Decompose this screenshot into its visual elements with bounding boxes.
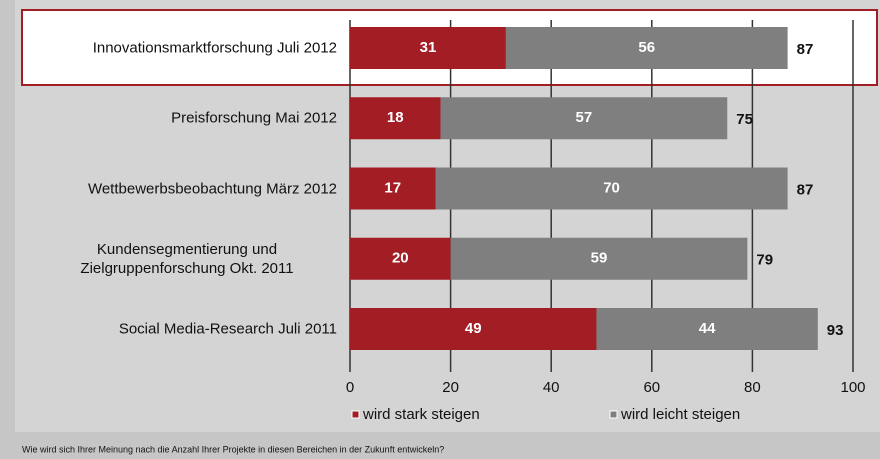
bar-segment <box>596 308 818 350</box>
bar-segment <box>350 237 451 280</box>
value-label: 44 <box>699 320 716 337</box>
value-label: 31 <box>420 39 437 56</box>
category-label: Innovationsmarktforschung Juli 2012 <box>92 39 337 57</box>
bar-segment <box>350 308 597 350</box>
x-tick-label: 0 <box>346 379 354 396</box>
bar-segment <box>450 237 748 280</box>
legend-label: wird leicht steigen <box>620 406 740 423</box>
legend-swatch <box>351 410 360 419</box>
x-tick-label: 20 <box>442 379 459 396</box>
legend-swatch <box>609 410 618 419</box>
legend-label: wird stark steigen <box>362 406 480 423</box>
bar-segment <box>505 27 788 69</box>
category-label: Kundensegmentierung und Zielgruppenforsc… <box>80 240 294 277</box>
total-label: 75 <box>736 111 753 128</box>
value-label: 18 <box>387 109 404 126</box>
x-tick-label: 100 <box>840 379 865 396</box>
value-label: 59 <box>591 250 608 267</box>
x-tick-label: 80 <box>744 379 761 396</box>
total-label: 93 <box>827 322 844 339</box>
value-label: 20 <box>392 250 409 267</box>
value-label: 56 <box>638 39 655 56</box>
x-tick-label: 60 <box>643 379 660 396</box>
total-label: 79 <box>756 252 773 269</box>
bar-segment <box>440 97 728 140</box>
category-label: Wettbewerbsbeobachtung März 2012 <box>87 180 337 197</box>
total-label: 87 <box>797 41 814 58</box>
footnote: Wie wird sich Ihrer Meinung nach die Anz… <box>22 444 444 454</box>
bar-segment <box>350 167 436 210</box>
value-label: 49 <box>465 320 482 337</box>
bar-segment <box>435 167 788 210</box>
bar-segment <box>350 27 506 69</box>
value-label: 57 <box>576 109 593 126</box>
value-label: 17 <box>384 179 401 196</box>
total-label: 87 <box>797 181 814 198</box>
category-label: Social Media-Research Juli 2011 <box>118 320 337 338</box>
category-label: Preisforschung Mai 2012 <box>171 109 337 127</box>
bar-segment <box>350 97 441 140</box>
x-tick-label: 40 <box>543 379 560 396</box>
value-label: 70 <box>603 179 620 196</box>
